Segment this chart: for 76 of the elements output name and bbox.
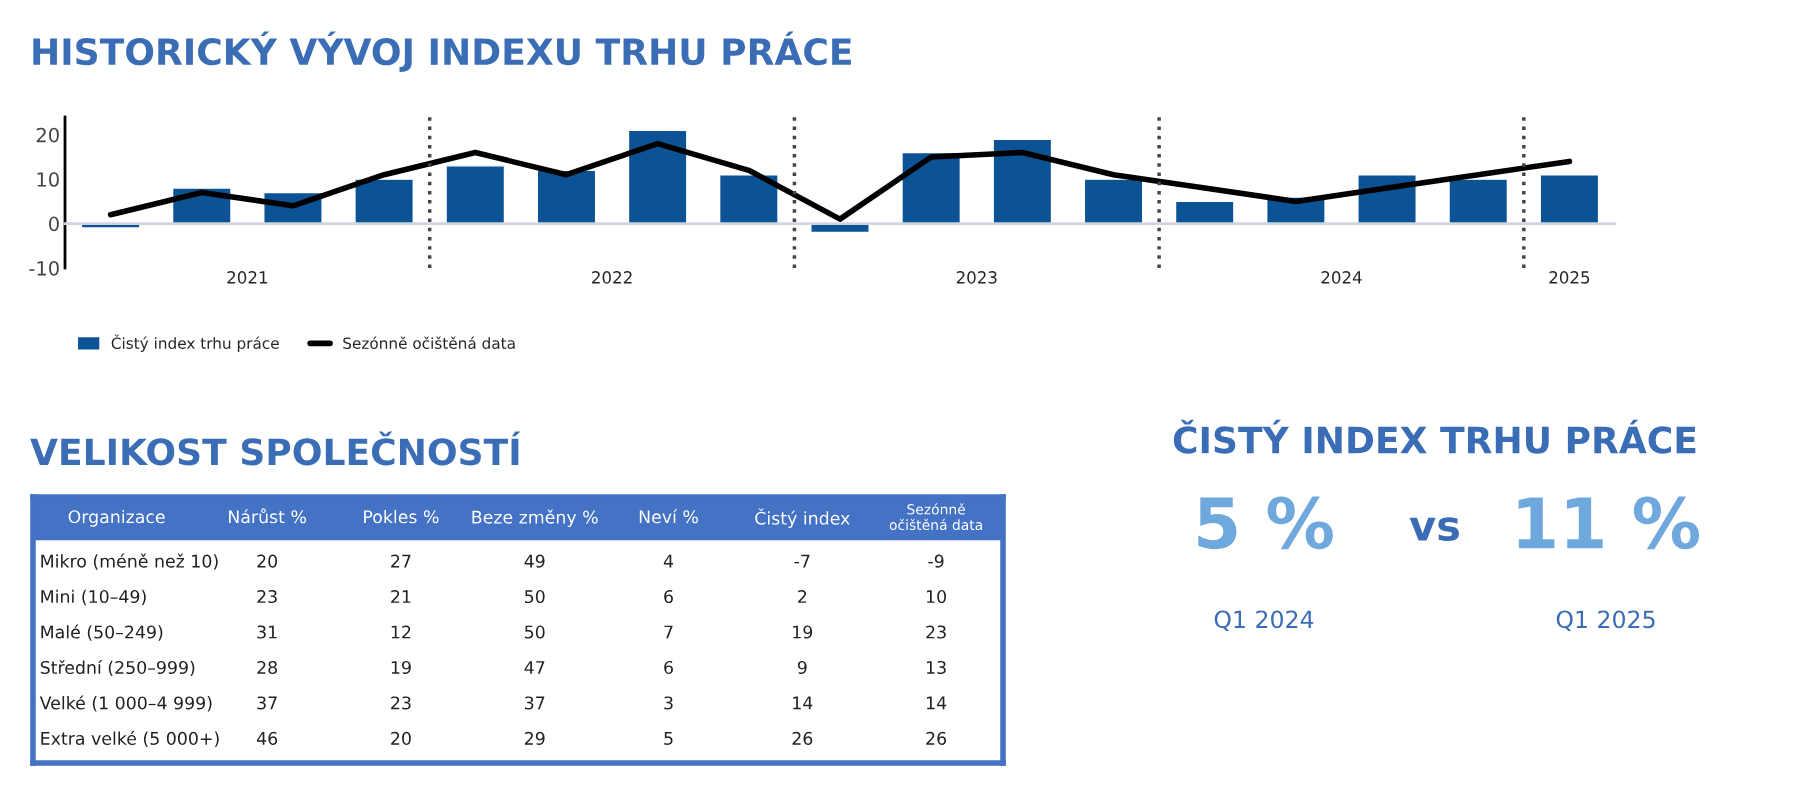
x-tick-label: Neví % — [639, 509, 698, 524]
bar — [1448, 178, 1509, 225]
bar — [1083, 178, 1144, 225]
data-label: 19 — [793, 625, 813, 639]
text: 11 % — [1518, 496, 1699, 550]
data-label: 23 — [257, 589, 277, 604]
x-tick-label: Nárůst % — [229, 508, 306, 524]
bar — [627, 129, 688, 225]
data-label: 49 — [524, 554, 545, 568]
x-tick-label: Beze změny % — [472, 509, 598, 528]
data-label: 26 — [792, 731, 813, 745]
y-tick-label: Malé (50–249) — [41, 624, 163, 641]
data-label: 4 — [663, 554, 674, 568]
data-label: 20 — [257, 554, 278, 568]
bar — [718, 174, 779, 225]
data-label: 37 — [525, 696, 545, 710]
data-label: 19 — [391, 660, 411, 675]
data-label: 23 — [391, 696, 411, 710]
y-tick-label: Střední (250–999) — [40, 659, 195, 677]
data-label: 7 — [664, 625, 673, 639]
y-tick-label: Mikro (méně než 10) — [41, 553, 218, 570]
data-label: 13 — [926, 660, 946, 675]
text: ČISTÝ INDEX TRHU PRÁCE — [1173, 419, 1696, 454]
x-tick-label: 2025 — [1549, 271, 1590, 284]
data-label: 28 — [257, 660, 277, 675]
y-tick-label: Mini (10–49) — [41, 589, 146, 606]
data-label: -9 — [928, 554, 944, 568]
data-label: 3 — [664, 696, 673, 710]
y-tick-label: -10 — [29, 260, 59, 276]
legend-label: Čistý index trhu práce — [111, 334, 279, 352]
text: vs — [1409, 517, 1460, 542]
data-label: 14 — [793, 696, 813, 710]
chart-title: HISTORICKÝ VÝVOJ INDEXU TRHU PRÁCE — [33, 31, 851, 73]
data-label: 14 — [926, 696, 947, 710]
y-tick-label: 10 — [37, 172, 59, 187]
chart-title: VELIKOST SPOLEČNOSTÍ — [30, 431, 521, 466]
data-label: 50 — [525, 625, 545, 639]
x-tick-label: 2024 — [1321, 271, 1362, 284]
text: 5 % — [1198, 496, 1333, 550]
bar — [445, 165, 506, 225]
data-label: 20 — [391, 731, 411, 745]
bar — [354, 178, 414, 225]
data-label: 29 — [524, 731, 545, 745]
data-label: 27 — [391, 554, 411, 568]
data-label: 9 — [797, 660, 807, 675]
y-tick-label: 20 — [36, 127, 59, 143]
data-label: 23 — [926, 625, 946, 639]
data-label: 12 — [391, 625, 411, 639]
data-label: 37 — [257, 696, 277, 710]
data-label: 21 — [391, 589, 411, 603]
y-tick-label: Extra velké (5 000+) — [41, 730, 219, 748]
data-label: 46 — [256, 731, 278, 745]
x-tick-label: 2022 — [592, 271, 632, 284]
data-label: 26 — [926, 731, 947, 745]
data-label: 6 — [664, 660, 673, 675]
legend-label: Sezónně očištěná data — [343, 336, 515, 349]
data-label: 31 — [257, 625, 277, 639]
data-label: 50 — [525, 589, 545, 604]
x-tick-label: 2021 — [227, 271, 268, 284]
x-tick-label: Čistý index — [755, 508, 850, 529]
data-label: 5 — [664, 732, 673, 745]
data-label: 2 — [798, 589, 807, 603]
x-tick-label: Pokles % — [364, 509, 439, 524]
text: Q1 2024 — [1214, 610, 1314, 631]
data-label: 6 — [664, 589, 673, 604]
y-axis-title: Organizace — [68, 509, 165, 527]
x-tick-label: Sezónně očištěná data — [889, 503, 982, 531]
bar — [992, 138, 1053, 225]
x-tick-label: 2023 — [956, 271, 997, 284]
data-label: 10 — [926, 589, 946, 604]
bar — [1539, 174, 1600, 225]
y-tick-label: 0 — [49, 216, 59, 232]
data-label: -7 — [794, 554, 810, 568]
data-label: 47 — [524, 661, 545, 674]
y-tick-label: Velké (1 000–4 999) — [39, 695, 212, 712]
text: Q1 2025 — [1556, 610, 1655, 631]
